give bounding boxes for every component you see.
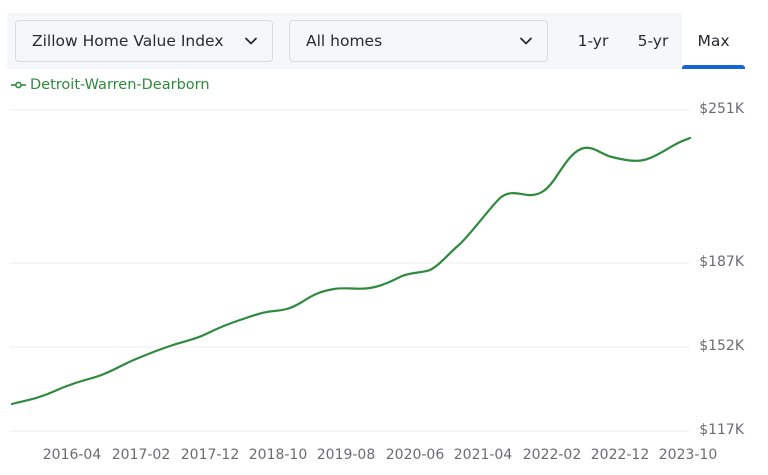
range-max-label: Max xyxy=(697,32,730,50)
range-1yr-button[interactable]: 1-yr xyxy=(573,13,613,69)
metric-dropdown-value: Zillow Home Value Index xyxy=(32,32,224,50)
chart-legend[interactable]: Detroit-Warren-Dearborn xyxy=(11,77,210,93)
x-tick-label: 2021-04 xyxy=(453,447,513,463)
legend-label: Detroit-Warren-Dearborn xyxy=(30,77,210,93)
range-max-button[interactable]: Max xyxy=(682,13,745,69)
home-type-dropdown[interactable]: All homes xyxy=(289,20,548,62)
y-tick-label: $187K xyxy=(699,254,744,270)
range-1yr-label: 1-yr xyxy=(577,32,609,50)
x-tick-label: 2022-02 xyxy=(522,447,582,463)
chevron-down-icon xyxy=(245,37,257,45)
x-tick-label: 2022-12 xyxy=(590,447,650,463)
range-5yr-label: 5-yr xyxy=(637,32,669,50)
x-tick-label: 2020-06 xyxy=(385,447,445,463)
series-line-detroit-warren-dearborn[interactable] xyxy=(10,136,692,406)
x-tick-label: 2019-08 xyxy=(316,447,376,463)
range-5yr-button[interactable]: 5-yr xyxy=(631,13,675,69)
x-tick-label: 2016-04 xyxy=(42,447,102,463)
x-tick-label: 2017-12 xyxy=(180,447,240,463)
y-tick-label: $152K xyxy=(699,338,744,354)
home-type-dropdown-value: All homes xyxy=(306,32,383,50)
line-marker-icon xyxy=(11,81,26,89)
y-tick-label: $251K xyxy=(699,101,744,117)
metric-dropdown[interactable]: Zillow Home Value Index xyxy=(15,20,273,62)
x-tick-label: 2018-10 xyxy=(248,447,308,463)
chevron-down-icon xyxy=(520,37,532,45)
x-tick-label: 2017-02 xyxy=(111,447,171,463)
y-tick-label: $117K xyxy=(699,422,744,438)
gridlines xyxy=(10,109,690,432)
chart-toolbar: Zillow Home Value Index All homes 1-yr 5… xyxy=(7,13,745,69)
active-tab-indicator xyxy=(682,65,745,69)
x-tick-label: 2023-10 xyxy=(658,447,718,463)
